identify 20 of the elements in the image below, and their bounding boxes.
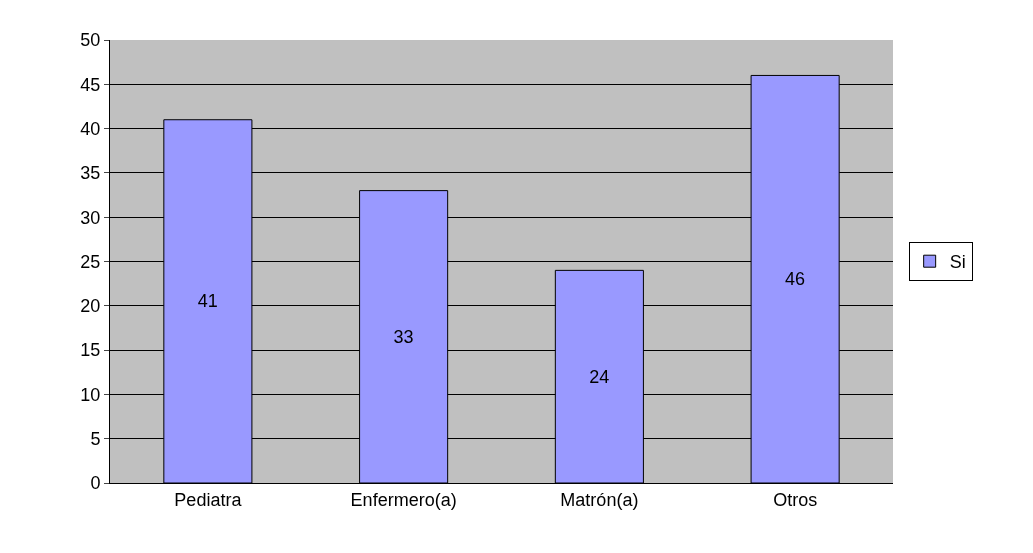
x-tick-label: Matrón(a) — [560, 489, 639, 510]
y-tick-label: 40 — [80, 118, 101, 139]
y-tick-label: 5 — [90, 429, 101, 449]
data-label: 24 — [589, 366, 610, 387]
y-tick-label: 25 — [80, 251, 101, 272]
y-tick-label: 30 — [80, 207, 101, 228]
y-tick-label: 0 — [90, 473, 101, 494]
data-label: 41 — [197, 291, 218, 312]
y-tick-label: 50 — [80, 30, 101, 51]
y-tick-label: 15 — [80, 340, 101, 361]
y-tick-label: 10 — [80, 384, 101, 405]
y-tick-label: 45 — [80, 74, 101, 95]
x-tick-label: Enfermero(a) — [350, 489, 457, 510]
x-tick-label: Pediatra — [174, 489, 243, 510]
y-tick-label: 20 — [80, 296, 101, 317]
y-tick-label: 35 — [80, 163, 101, 184]
data-label: 33 — [393, 326, 414, 347]
data-label: 46 — [785, 269, 806, 290]
x-tick-label: Otros — [773, 489, 818, 510]
legend-label: Si — [949, 252, 966, 273]
